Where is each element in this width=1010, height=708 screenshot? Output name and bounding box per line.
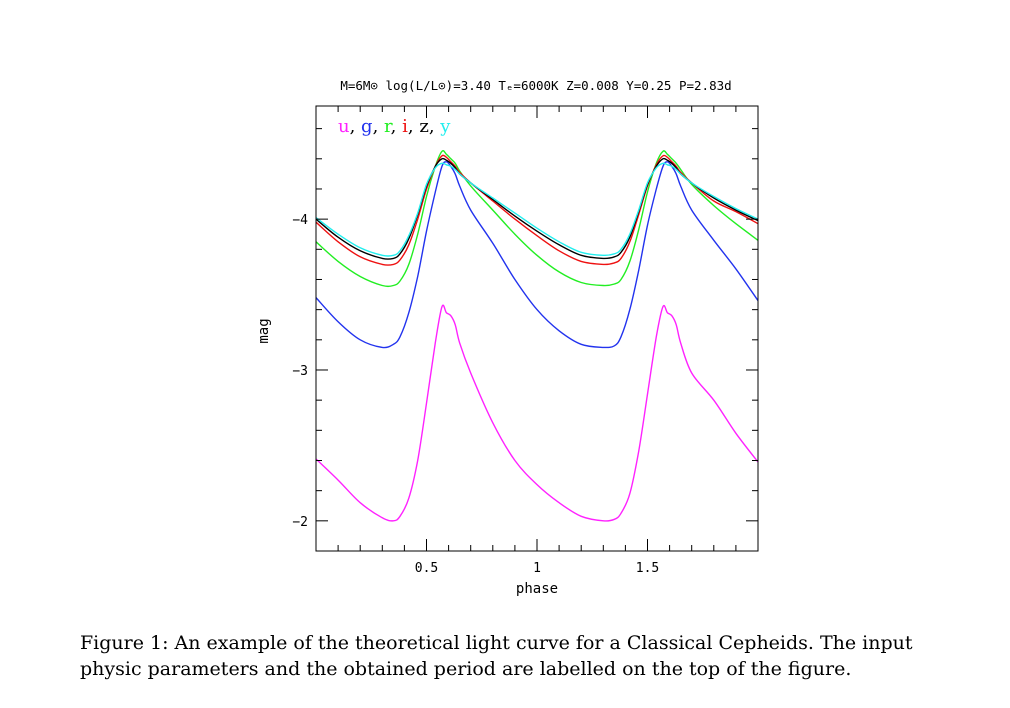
y-tick-label: −4 (292, 213, 308, 228)
light-curve-chart: M=6M⊙ log(L/L⊙)=3.40 Tₑ=6000K Z=0.008 Y=… (256, 78, 759, 597)
y-axis-label: mag (256, 318, 272, 343)
series-u-line (315, 304, 759, 522)
legend: u, g, r, i, z, y (338, 116, 451, 137)
legend-entry-u: u (338, 116, 350, 137)
legend-separator: , (408, 116, 419, 137)
legend-separator: , (391, 116, 402, 137)
x-tick-label: 1.5 (636, 561, 659, 576)
legend-entry-z: z (419, 116, 428, 137)
legend-entry-i: i (402, 116, 408, 137)
legend-separator: , (350, 116, 361, 137)
legend-entry-g: g (361, 116, 373, 137)
plot-frame (315, 105, 759, 552)
x-axis-label: phase (516, 581, 558, 597)
x-tick-label: 0.5 (415, 561, 438, 576)
legend-separator: , (373, 116, 384, 137)
legend-separator: , (429, 116, 440, 137)
ticks-layer: 0.5 1 1.5 −2 −3 −4 (292, 106, 758, 576)
y-tick-label: −3 (292, 364, 308, 379)
series-r-line (315, 150, 759, 288)
legend-entry-y: y (439, 116, 451, 137)
series-i-line (315, 154, 759, 266)
legend-text: u, g, r, i, z, y (338, 116, 451, 137)
series-y-line (315, 162, 759, 257)
x-tick-label: 1 (533, 561, 541, 576)
y-tick-label: −2 (292, 515, 308, 530)
chart-title: M=6M⊙ log(L/L⊙)=3.40 Tₑ=6000K Z=0.008 Y=… (340, 78, 731, 93)
series-z-line (315, 157, 759, 260)
figure-caption: Figure 1: An example of the theoretical … (80, 632, 913, 680)
series-layer (315, 150, 759, 522)
legend-entry-r: r (384, 116, 393, 137)
